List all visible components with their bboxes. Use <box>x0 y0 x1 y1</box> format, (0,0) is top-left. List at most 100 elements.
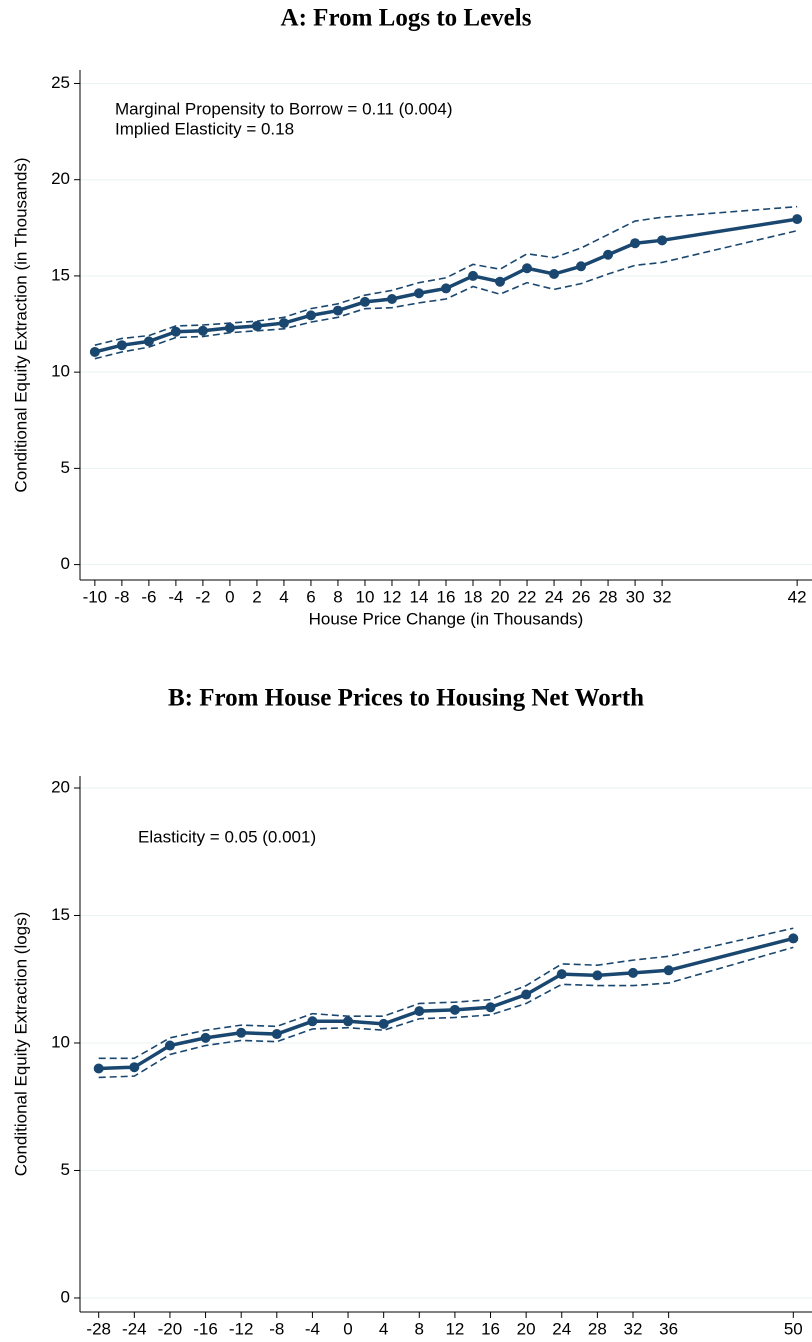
data-point <box>413 288 424 299</box>
data-point <box>556 969 567 980</box>
x-tick-label: 16 <box>481 1319 500 1338</box>
x-tick-label: -20 <box>158 1319 183 1338</box>
annotation: Elasticity = 0.05 (0.001) <box>138 827 316 846</box>
data-point <box>200 1032 211 1043</box>
data-point <box>116 340 127 351</box>
y-tick-label: 15 <box>51 265 70 284</box>
x-tick-label: 10 <box>356 587 375 606</box>
data-point <box>378 1018 389 1029</box>
data-point <box>485 1002 496 1013</box>
x-tick-label: -28 <box>86 1319 111 1338</box>
data-point <box>129 1062 140 1073</box>
data-point <box>307 1016 318 1027</box>
x-tick-label: 12 <box>445 1319 464 1338</box>
data-point <box>657 235 668 246</box>
data-point <box>441 283 451 294</box>
x-tick-label: -6 <box>141 587 156 606</box>
annotation: Implied Elasticity = 0.18 <box>115 119 294 138</box>
y-tick-label: 5 <box>61 458 70 477</box>
data-point <box>332 305 343 316</box>
data-point <box>628 967 639 978</box>
x-tick-label: 24 <box>545 587 564 606</box>
data-point <box>305 310 316 321</box>
x-tick-label: 12 <box>383 587 402 606</box>
data-point <box>603 249 614 260</box>
x-tick-label: 8 <box>415 1319 424 1338</box>
x-tick-label: -16 <box>193 1319 218 1338</box>
x-tick-label: -8 <box>114 587 129 606</box>
data-point <box>468 270 479 281</box>
data-point <box>630 238 641 249</box>
data-point <box>414 1006 425 1017</box>
data-point <box>170 326 181 337</box>
y-axis-label: Conditional Equity Extraction (logs) <box>11 912 30 1177</box>
x-tick-label: 42 <box>788 587 807 606</box>
data-point <box>271 1029 282 1040</box>
x-tick-label: 32 <box>624 1319 643 1338</box>
x-tick-label: 50 <box>784 1319 803 1338</box>
data-point <box>495 276 506 287</box>
x-tick-label: -2 <box>195 587 210 606</box>
x-tick-label: 14 <box>410 587 429 606</box>
confidence-band <box>98 946 794 1079</box>
x-tick-label: 20 <box>491 587 510 606</box>
x-tick-label: -12 <box>229 1319 254 1338</box>
annotation: Marginal Propensity to Borrow = 0.11 (0.… <box>115 99 453 118</box>
x-tick-label: 6 <box>306 587 315 606</box>
x-tick-label: 22 <box>518 587 537 606</box>
confidence-band <box>94 229 798 360</box>
x-axis-label: House Price Change (in Thousands) <box>309 609 584 628</box>
y-tick-label: 0 <box>61 554 70 573</box>
x-tick-label: 36 <box>659 1319 678 1338</box>
x-tick-label: -10 <box>83 587 108 606</box>
data-point <box>449 1004 460 1015</box>
data-point <box>224 322 235 333</box>
x-tick-label: 4 <box>279 587 288 606</box>
data-point <box>359 296 370 307</box>
confidence-band <box>98 927 794 1060</box>
y-tick-label: 5 <box>61 1160 70 1179</box>
x-tick-label: 26 <box>572 587 591 606</box>
data-point <box>236 1027 247 1038</box>
y-tick-label: 25 <box>51 73 70 92</box>
data-point <box>386 294 397 305</box>
chart-panel: B: From House Prices to Housing Net Wort… <box>11 685 812 1342</box>
x-tick-label: 18 <box>464 587 483 606</box>
data-point <box>164 1040 175 1051</box>
data-point <box>792 214 803 225</box>
x-tick-label: 4 <box>379 1319 388 1338</box>
data-point <box>663 965 674 976</box>
data-point <box>521 989 532 1000</box>
y-tick-label: 15 <box>51 905 70 924</box>
x-tick-label: 20 <box>517 1319 536 1338</box>
data-point <box>251 320 262 331</box>
data-point <box>343 1016 354 1027</box>
data-point <box>592 970 603 981</box>
x-tick-label: -4 <box>305 1319 320 1338</box>
y-tick-label: 10 <box>51 1032 70 1051</box>
chart-title: B: From House Prices to Housing Net Wort… <box>168 685 644 712</box>
data-point <box>278 318 289 329</box>
data-point <box>143 336 154 347</box>
data-point <box>93 1063 104 1074</box>
x-tick-label: 28 <box>588 1319 607 1338</box>
data-point <box>576 261 587 272</box>
y-tick-label: 0 <box>61 1287 70 1306</box>
x-tick-label: 30 <box>626 587 645 606</box>
x-tick-label: -8 <box>269 1319 284 1338</box>
y-tick-label: 10 <box>51 362 70 381</box>
y-tick-label: 20 <box>51 169 70 188</box>
data-point <box>549 269 560 279</box>
y-axis-label: Conditional Equity Extraction (in Thousa… <box>11 157 30 492</box>
data-point <box>788 933 799 944</box>
x-tick-label: 28 <box>599 587 618 606</box>
series-line <box>98 936 794 1071</box>
x-tick-label: 0 <box>225 587 234 606</box>
x-tick-label: 32 <box>653 587 672 606</box>
x-tick-label: 24 <box>552 1319 571 1338</box>
x-tick-label: 2 <box>252 587 261 606</box>
data-point <box>522 263 533 274</box>
data-point <box>89 346 100 357</box>
